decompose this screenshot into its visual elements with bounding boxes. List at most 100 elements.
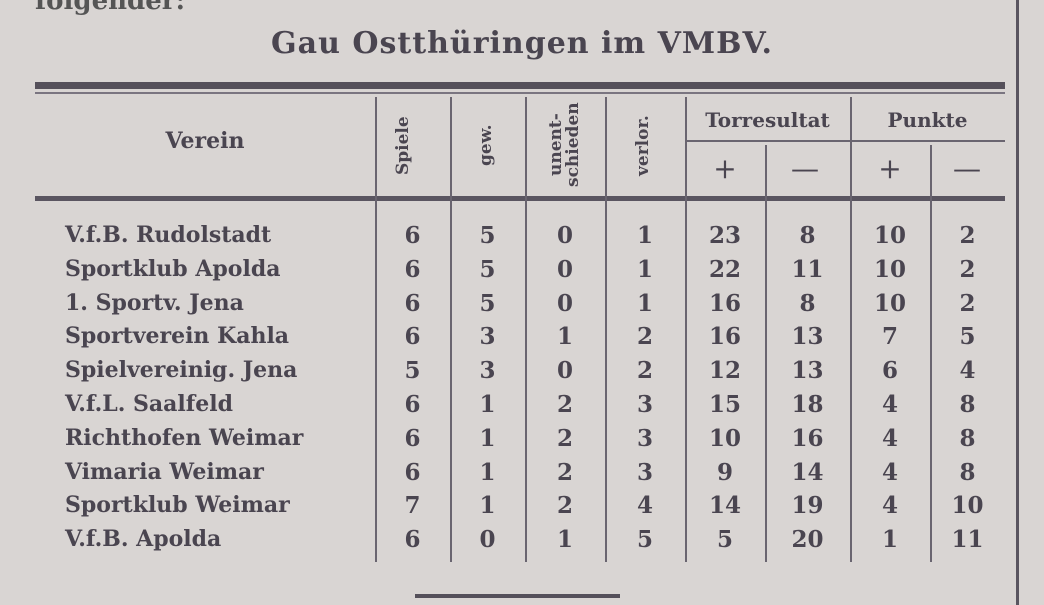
cell-drawn: 2	[556, 458, 573, 486]
cell-games: 6	[404, 255, 421, 283]
cell-goals-against: 8	[799, 222, 816, 249]
cell-goals-for: 16	[708, 323, 741, 351]
cell-points-for: 7	[881, 323, 898, 351]
cell-goals-for: 10	[708, 424, 741, 452]
cell-goals-against: 16	[791, 424, 824, 452]
cell-drawn: 2	[556, 391, 573, 418]
cell-points-for: 1	[881, 526, 898, 554]
cell-club: Sportverein Kahla	[65, 323, 290, 350]
table-row: V.f.L. Saalfeld 6 1 2 3 15 18 4 8	[35, 391, 1005, 425]
cell-won: 3	[479, 323, 496, 351]
table-row: Sportverein Kahla 6 3 1 2 16 13 7 5	[35, 323, 1005, 357]
cell-points-against: 2	[959, 255, 976, 283]
cell-goals-for: 9	[716, 458, 733, 486]
column-rule	[765, 145, 767, 562]
cell-games: 6	[404, 458, 421, 486]
cell-games: 6	[404, 526, 421, 554]
column-rule	[525, 97, 527, 562]
cell-lost: 5	[636, 526, 653, 554]
subheader-rule	[685, 140, 1005, 142]
header-goals-minus: —	[791, 152, 819, 185]
top-rule	[35, 82, 1005, 89]
column-divider	[1016, 0, 1019, 605]
cell-games: 6	[404, 424, 421, 452]
cell-goals-for: 16	[708, 289, 741, 317]
cell-drawn: 0	[556, 357, 573, 385]
cell-points-against: 8	[959, 424, 976, 452]
table-row: Sportklub Weimar 7 1 2 4 14 19 4 10	[35, 492, 1005, 526]
cell-points-against: 8	[959, 391, 976, 418]
cell-club: Richthofen Weimar	[65, 424, 304, 451]
cell-drawn: 1	[556, 323, 573, 351]
cell-won: 1	[479, 458, 496, 486]
cell-drawn: 1	[556, 526, 573, 554]
cell-goals-against: 11	[791, 255, 824, 283]
cell-club: Vimaria Weimar	[65, 458, 264, 485]
header-club: Verein	[165, 128, 245, 154]
header-rule	[35, 196, 1005, 201]
cell-club: V.f.B. Rudolstadt	[65, 222, 272, 248]
cell-games: 6	[404, 289, 421, 317]
cell-points-for: 10	[873, 289, 906, 317]
cell-games: 6	[404, 222, 421, 249]
header-points-plus: +	[878, 152, 902, 185]
table-row: Vimaria Weimar 6 1 2 3 9 14 4 8	[35, 459, 1005, 493]
column-rule	[450, 97, 452, 562]
column-rule	[375, 97, 377, 562]
cell-games: 5	[404, 357, 421, 385]
cell-points-for: 4	[881, 391, 898, 418]
cell-points-for: 4	[881, 458, 898, 486]
table-row: 1. Sportv. Jena 6 5 0 1 16 8 10 2	[35, 290, 1005, 324]
cell-club: Spielvereinig. Jena	[65, 357, 298, 384]
cell-points-against: 4	[959, 357, 976, 385]
cell-lost: 3	[636, 391, 653, 418]
cell-lost: 3	[636, 424, 653, 452]
cell-points-for: 6	[881, 357, 898, 385]
header-games: Spiele	[393, 116, 413, 176]
cell-won: 5	[479, 255, 496, 283]
cell-lost: 3	[636, 458, 653, 486]
cell-lost: 1	[636, 289, 653, 317]
cell-won: 0	[479, 526, 496, 554]
cell-points-against: 11	[951, 526, 984, 554]
header-points: Punkte	[887, 108, 968, 132]
cell-points-against: 10	[951, 492, 984, 520]
cell-goals-against: 13	[791, 323, 824, 351]
cell-club: Sportklub Apolda	[65, 255, 281, 282]
cell-goals-against: 19	[791, 492, 824, 520]
cell-drawn: 0	[556, 222, 573, 249]
cell-lost: 2	[636, 357, 653, 385]
cell-drawn: 0	[556, 255, 573, 283]
cell-drawn: 0	[556, 289, 573, 317]
column-rule	[605, 97, 607, 562]
cell-goals-for: 12	[708, 357, 741, 385]
cell-games: 7	[404, 492, 421, 520]
header-goals-plus: +	[713, 152, 737, 185]
header-won: gew.	[476, 124, 496, 166]
table-row: V.f.B. Apolda 6 0 1 5 5 20 1 11	[35, 526, 1005, 560]
cell-points-against: 8	[959, 458, 976, 486]
cell-lost: 4	[636, 492, 653, 520]
table-row: Richthofen Weimar 6 1 2 3 10 16 4 8	[35, 425, 1005, 459]
cell-games: 6	[404, 391, 421, 418]
cell-won: 5	[479, 222, 496, 249]
cell-drawn: 2	[556, 492, 573, 520]
cell-points-for: 4	[881, 492, 898, 520]
cell-lost: 1	[636, 222, 653, 249]
header-lost: verlor.	[633, 115, 653, 177]
top-rule-thin	[35, 92, 1005, 94]
cell-goals-for: 14	[708, 492, 741, 520]
header-points-minus: —	[953, 152, 981, 185]
cell-points-against: 5	[959, 323, 976, 351]
cell-goals-against: 14	[791, 458, 824, 486]
cell-points-for: 10	[873, 255, 906, 283]
cell-lost: 1	[636, 255, 653, 283]
cell-goals-for: 22	[708, 255, 741, 283]
cell-club: 1. Sportv. Jena	[65, 289, 244, 316]
cell-points-against: 2	[959, 222, 976, 249]
cell-club: V.f.B. Apolda	[65, 526, 222, 553]
cell-won: 5	[479, 289, 496, 317]
column-rule	[850, 97, 852, 562]
cell-goals-against: 13	[791, 357, 824, 385]
cell-goals-for: 15	[708, 391, 741, 418]
